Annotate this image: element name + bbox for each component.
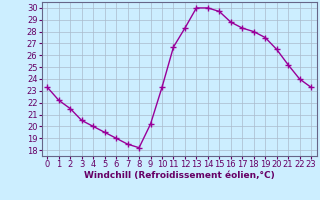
- X-axis label: Windchill (Refroidissement éolien,°C): Windchill (Refroidissement éolien,°C): [84, 171, 275, 180]
